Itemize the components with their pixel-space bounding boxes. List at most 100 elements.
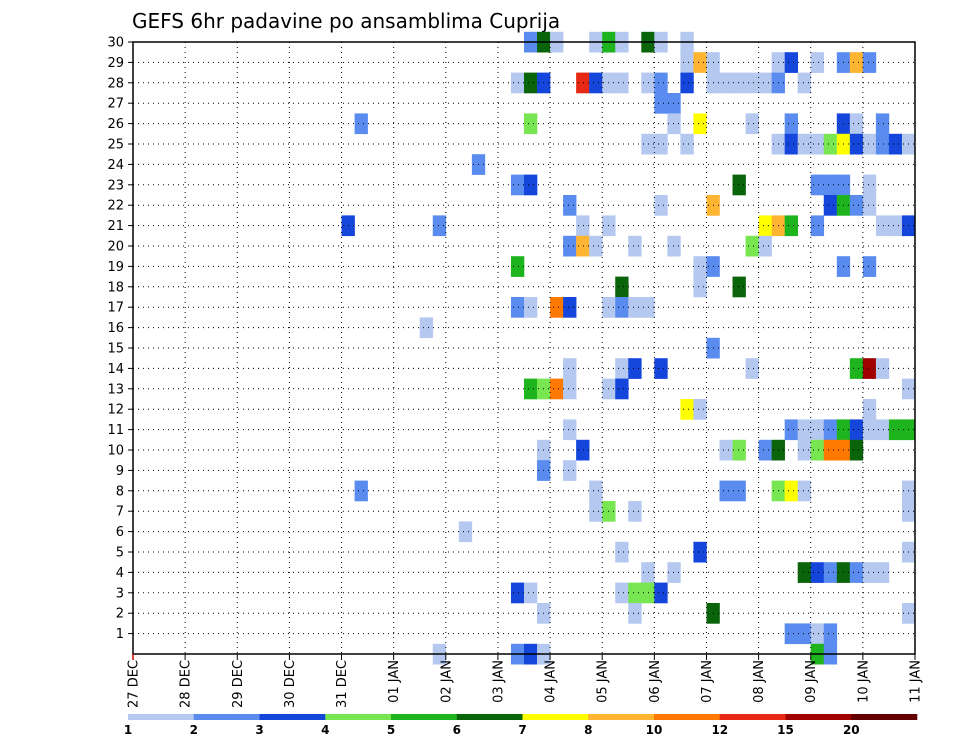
heatmap-cell xyxy=(680,72,694,94)
heatmap-cell xyxy=(888,133,903,155)
y-tick-label: 30 xyxy=(107,36,124,51)
heatmap-cell xyxy=(849,358,864,379)
heatmap-cell xyxy=(849,195,864,216)
heatmap-cell xyxy=(654,72,668,94)
heatmap-cell xyxy=(797,439,812,461)
heatmap-cell xyxy=(524,72,538,94)
heatmap-cell xyxy=(823,133,838,155)
heatmap-cell xyxy=(849,52,864,73)
heatmap-cell xyxy=(654,93,668,114)
y-tick-label: 18 xyxy=(107,280,124,295)
y-tick-label: 10 xyxy=(107,444,124,459)
heatmap-cell xyxy=(875,133,890,155)
heatmap-cell xyxy=(510,297,525,318)
heatmap-cell xyxy=(458,521,473,543)
heatmap-cell xyxy=(797,623,812,645)
x-tick-label: 03 JAN xyxy=(491,660,506,703)
x-tick-label: 30 DEC xyxy=(283,660,298,708)
legend-color-box xyxy=(259,714,326,720)
heatmap-cell xyxy=(732,276,746,298)
x-tick-label: 10 JAN xyxy=(856,660,871,703)
heatmap-cell xyxy=(810,623,825,645)
heatmap-cell xyxy=(589,72,603,94)
heatmap-cell xyxy=(510,174,525,196)
y-tick-label: 24 xyxy=(107,158,124,173)
heatmap-cell xyxy=(628,358,642,379)
y-tick-label: 14 xyxy=(107,362,124,377)
heatmap-cell xyxy=(667,562,681,583)
x-tick-label: 28 DEC xyxy=(179,660,194,708)
heatmap-cell xyxy=(758,215,772,237)
legend-color-box xyxy=(851,714,918,720)
heatmap-cell xyxy=(862,256,877,277)
legend-color-box xyxy=(128,714,195,720)
y-tick-label: 29 xyxy=(107,56,124,71)
heatmap-cell xyxy=(615,276,629,298)
heatmap-cell xyxy=(654,133,668,155)
y-tick-label: 28 xyxy=(107,76,124,91)
heatmap-cell xyxy=(641,582,655,604)
y-tick-label: 5 xyxy=(116,546,124,561)
y-tick-label: 16 xyxy=(107,321,124,336)
heatmap-cell xyxy=(875,562,890,583)
legend-label: 6 xyxy=(453,723,461,737)
heatmap-cell xyxy=(797,480,812,502)
heatmap-cell xyxy=(784,133,798,155)
heatmap-cell xyxy=(732,174,746,196)
heatmap-cell xyxy=(615,582,629,604)
heatmap-cell xyxy=(563,378,577,400)
legend-label: 2 xyxy=(190,723,198,737)
heatmap-cell xyxy=(576,215,590,237)
y-tick-label: 26 xyxy=(107,117,124,132)
y-tick-label: 11 xyxy=(107,423,124,438)
heatmap-cell xyxy=(641,72,655,94)
legend-label: 3 xyxy=(255,723,263,737)
heatmap-cell xyxy=(849,439,864,461)
y-tick-label: 3 xyxy=(116,586,124,601)
heatmap-cell xyxy=(563,358,577,379)
y-tick-label: 6 xyxy=(116,525,124,540)
heatmap-cell xyxy=(758,72,772,94)
heatmap-cell xyxy=(862,419,877,441)
y-tick-label: 22 xyxy=(107,199,124,214)
heatmap-cell xyxy=(680,399,694,420)
heatmap-cell xyxy=(563,235,577,257)
heatmap-cell xyxy=(654,195,668,216)
legend-label: 5 xyxy=(387,723,395,737)
heatmap-cell xyxy=(693,256,707,277)
heatmap-cell xyxy=(563,419,577,441)
heatmap-cell xyxy=(862,358,877,379)
heatmap-cell xyxy=(745,72,759,94)
heatmap-cell xyxy=(823,419,838,441)
heatmap-cell xyxy=(641,297,655,318)
heatmap-cell xyxy=(354,113,368,135)
heatmap-cell xyxy=(732,480,746,502)
heatmap-cell xyxy=(667,235,681,257)
heatmap-cell xyxy=(823,174,838,196)
heatmap-cell xyxy=(823,562,838,583)
x-tick-label: 02 JAN xyxy=(439,660,454,703)
heatmap-cell xyxy=(628,603,642,624)
grid-lines xyxy=(133,42,915,654)
y-tick-label: 9 xyxy=(116,464,124,479)
heatmap-cell xyxy=(510,582,525,604)
heatmap-cell xyxy=(810,562,825,583)
legend-color-box xyxy=(785,714,852,720)
legend-color-box xyxy=(522,714,589,720)
axes: 1234567891011121314151617181920212223242… xyxy=(107,36,923,708)
heatmap-cell xyxy=(589,480,603,502)
heatmap-cell xyxy=(745,113,759,135)
heatmap-cell xyxy=(524,378,538,400)
x-tick-label: 06 JAN xyxy=(648,660,663,703)
heatmap-cell xyxy=(524,582,538,604)
chart-title: GEFS 6hr padavine po ansamblima Cuprija xyxy=(132,9,560,33)
x-tick-label: 11 JAN xyxy=(909,660,924,703)
heatmap-cell xyxy=(628,501,642,522)
heatmap-cell xyxy=(875,419,890,441)
y-tick-label: 19 xyxy=(107,260,124,275)
y-tick-label: 13 xyxy=(107,382,124,397)
y-tick-label: 1 xyxy=(116,627,124,642)
x-tick-label: 05 JAN xyxy=(596,660,611,703)
heatmap-cell xyxy=(823,195,838,216)
heatmap-cell xyxy=(784,52,798,73)
